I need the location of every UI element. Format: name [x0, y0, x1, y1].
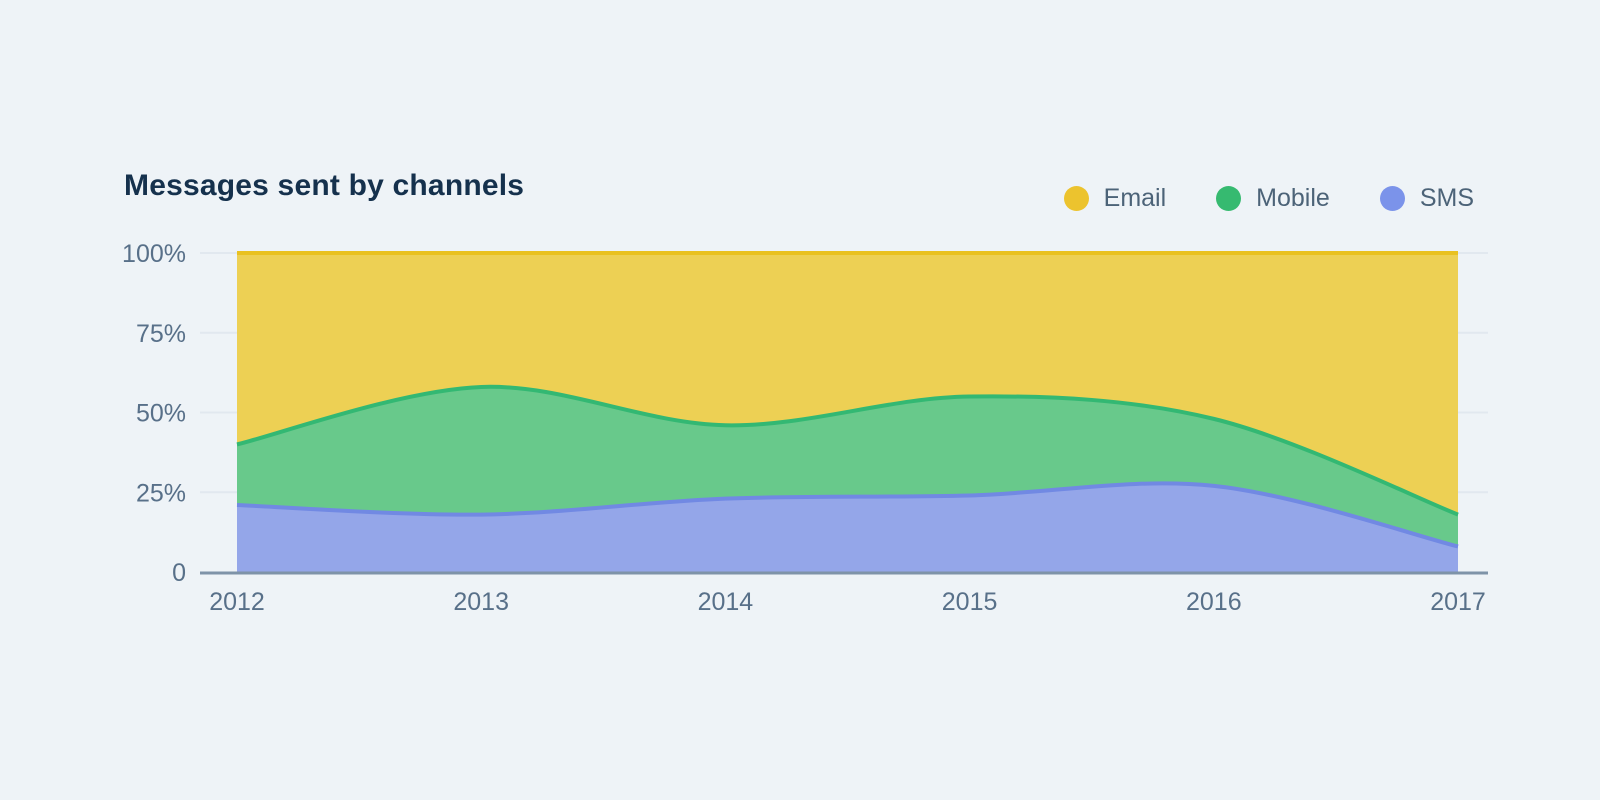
x-tick-label-2013: 2013: [453, 588, 509, 616]
x-tick-label-2016: 2016: [1186, 588, 1242, 616]
y-tick-label-0: 0: [172, 559, 186, 587]
y-tick-label-100%: 100%: [122, 240, 186, 268]
y-tick-label-50%: 50%: [136, 400, 186, 428]
chart-legend: Email Mobile SMS: [1063, 184, 1474, 213]
legend-item-mobile[interactable]: Mobile: [1216, 184, 1330, 213]
y-tick-label-25%: 25%: [136, 479, 186, 507]
y-tick-label-75%: 75%: [136, 320, 186, 348]
legend-item-sms[interactable]: SMS: [1379, 184, 1474, 213]
email-series-dot-icon: [1063, 186, 1089, 211]
sms-series-dot-icon: [1379, 186, 1405, 211]
legend-label-mobile: Mobile: [1256, 184, 1330, 212]
x-tick-label-2015: 2015: [942, 588, 998, 616]
area-sms: [237, 483, 1458, 572]
legend-label-email: Email: [1103, 184, 1167, 212]
x-tick-label-2017: 2017: [1430, 588, 1486, 616]
line-mobile: [236, 384, 1459, 517]
x-tick-label-2014: 2014: [698, 588, 754, 616]
x-tick-label-2012: 2012: [209, 588, 265, 616]
line-sms: [236, 481, 1459, 549]
legend-label-sms: SMS: [1419, 184, 1474, 212]
mobile-series-dot-icon: [1216, 186, 1242, 211]
chart-title: Messages sent by channels: [124, 169, 525, 202]
legend-item-email[interactable]: Email: [1063, 184, 1167, 213]
